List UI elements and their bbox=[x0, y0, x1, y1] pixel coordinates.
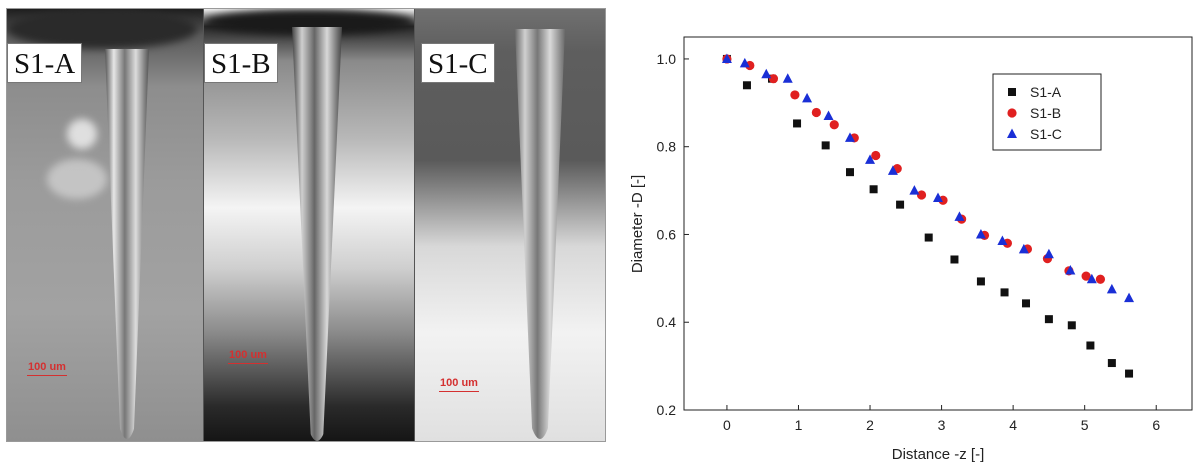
data-point bbox=[975, 228, 986, 239]
data-point bbox=[1081, 271, 1091, 281]
y-tick-label: 0.2 bbox=[657, 402, 677, 418]
data-point bbox=[821, 141, 830, 150]
y-axis-ticks: 0.2 0.4 0.6 0.8 1.0 bbox=[657, 51, 689, 418]
x-tick-label: 3 bbox=[938, 417, 946, 433]
scale-bar-label: 100 um bbox=[440, 377, 478, 389]
data-points bbox=[721, 53, 1135, 378]
data-point bbox=[1095, 274, 1106, 284]
data-point bbox=[739, 57, 750, 68]
data-point bbox=[865, 154, 876, 164]
data-point bbox=[1000, 288, 1009, 297]
data-point bbox=[909, 185, 920, 195]
legend-label: S1-C bbox=[1030, 126, 1062, 142]
legend-label: S1-A bbox=[1030, 84, 1062, 100]
data-point bbox=[829, 120, 839, 130]
data-point bbox=[933, 192, 943, 203]
y-tick-label: 0.4 bbox=[657, 314, 677, 330]
photo-panel-s1-b: S1-B 100 um bbox=[203, 9, 415, 441]
panel-label: S1-B bbox=[204, 43, 278, 83]
data-point bbox=[782, 73, 793, 83]
data-point bbox=[1124, 292, 1135, 303]
scale-bar: 100 um bbox=[228, 349, 268, 364]
data-point bbox=[802, 92, 813, 103]
x-axis-ticks: 0 1 2 3 4 5 6 bbox=[723, 405, 1160, 433]
legend-marker bbox=[1007, 128, 1017, 138]
data-point bbox=[1107, 359, 1116, 368]
data-point bbox=[823, 110, 834, 120]
legend: S1-A S1-B S1-C bbox=[992, 73, 1102, 151]
data-point bbox=[793, 119, 802, 128]
y-tick-label: 1.0 bbox=[657, 51, 677, 67]
data-point bbox=[845, 168, 854, 177]
data-point bbox=[1086, 341, 1095, 350]
data-point bbox=[954, 211, 965, 221]
series-s1-c bbox=[721, 53, 1135, 303]
data-point bbox=[997, 235, 1008, 246]
panel-label: S1-C bbox=[421, 43, 495, 83]
data-point bbox=[916, 190, 927, 200]
data-point bbox=[761, 68, 772, 79]
data-point bbox=[887, 165, 898, 175]
data-point bbox=[924, 233, 933, 242]
legend-marker bbox=[1008, 88, 1016, 96]
y-tick-label: 0.6 bbox=[657, 226, 677, 242]
data-point bbox=[1018, 243, 1029, 254]
data-point bbox=[1125, 369, 1134, 378]
photo-panel-s1-a: S1-A 100 um bbox=[7, 9, 203, 441]
data-point bbox=[1044, 315, 1053, 324]
x-tick-label: 6 bbox=[1152, 417, 1160, 433]
scale-bar-label: 100 um bbox=[28, 361, 66, 373]
data-point bbox=[721, 53, 732, 63]
legend-marker bbox=[1007, 108, 1017, 118]
photo-strip: S1-A 100 um S1-B 100 um S1-C 100 um bbox=[6, 8, 606, 442]
x-axis-label: Distance -z [-] bbox=[892, 446, 985, 463]
data-point bbox=[950, 255, 959, 264]
data-point bbox=[896, 200, 905, 209]
data-point bbox=[1067, 321, 1076, 330]
data-point bbox=[790, 90, 800, 100]
y-axis-label: Diameter -D [-] bbox=[629, 175, 646, 273]
x-tick-label: 2 bbox=[866, 417, 874, 433]
data-point bbox=[742, 81, 751, 90]
legend-label: S1-B bbox=[1030, 105, 1061, 121]
data-point bbox=[1086, 273, 1097, 284]
plot-frame bbox=[683, 36, 1193, 411]
data-point bbox=[1043, 248, 1054, 259]
data-point bbox=[1106, 283, 1117, 294]
data-point bbox=[1022, 299, 1031, 308]
data-point bbox=[976, 277, 985, 286]
scale-bar: 100 um bbox=[439, 377, 479, 392]
photo-panel-s1-c: S1-C 100 um bbox=[415, 9, 605, 441]
scale-bar: 100 um bbox=[27, 361, 67, 376]
data-point bbox=[869, 185, 878, 194]
y-tick-label: 0.8 bbox=[657, 139, 677, 155]
x-tick-label: 4 bbox=[1009, 417, 1017, 433]
panel-label: S1-A bbox=[7, 43, 83, 83]
data-point bbox=[768, 74, 779, 84]
x-tick-label: 5 bbox=[1081, 417, 1089, 433]
x-tick-label: 0 bbox=[723, 417, 731, 433]
x-tick-label: 1 bbox=[795, 417, 803, 433]
data-point bbox=[1065, 264, 1076, 275]
data-point bbox=[871, 150, 881, 161]
data-point bbox=[811, 107, 821, 118]
data-point bbox=[844, 132, 855, 142]
scale-bar-label: 100 um bbox=[229, 349, 267, 361]
